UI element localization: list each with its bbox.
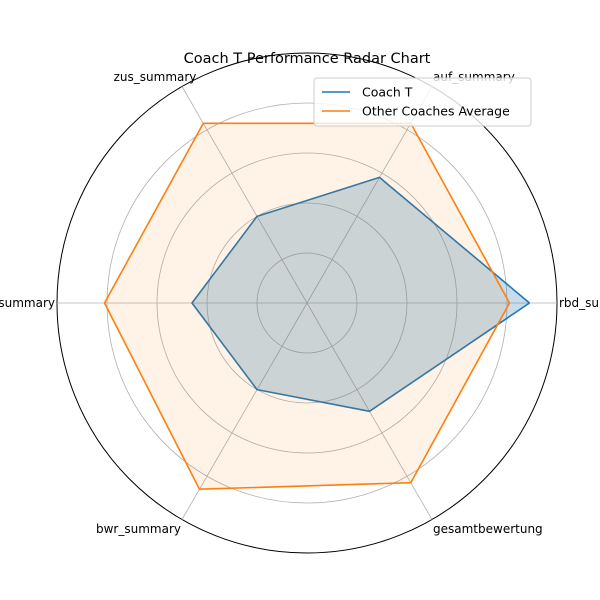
spoke-line <box>181 86 308 304</box>
series-line-coach-t <box>191 176 531 413</box>
legend-label-coach-t: Coach T <box>362 85 413 100</box>
axis-label-zus-summary: zus_summary <box>114 70 197 84</box>
spoke-line <box>181 302 308 520</box>
axis-labels: rbd_summaryauf_summaryzus_summaryerg_sum… <box>0 70 600 536</box>
legend: Coach T Other Coaches Average <box>313 77 532 127</box>
series-layer <box>103 122 531 491</box>
axis-label-erg-summary: erg_summary <box>0 296 55 310</box>
axis-label-bwr-summary: bwr_summary <box>96 522 181 536</box>
series-area-other-coaches <box>104 123 510 490</box>
legend-frame <box>313 77 532 127</box>
legend-label-other-coaches: Other Coaches Average <box>362 104 510 119</box>
series-area-coach-t <box>192 177 530 412</box>
axis-label-gesamtbewertung: gesamtbewertung <box>433 522 543 536</box>
chart-title: Coach T Performance Radar Chart <box>184 51 431 67</box>
axis-label-rbd-summary: rbd_summary <box>559 296 600 310</box>
